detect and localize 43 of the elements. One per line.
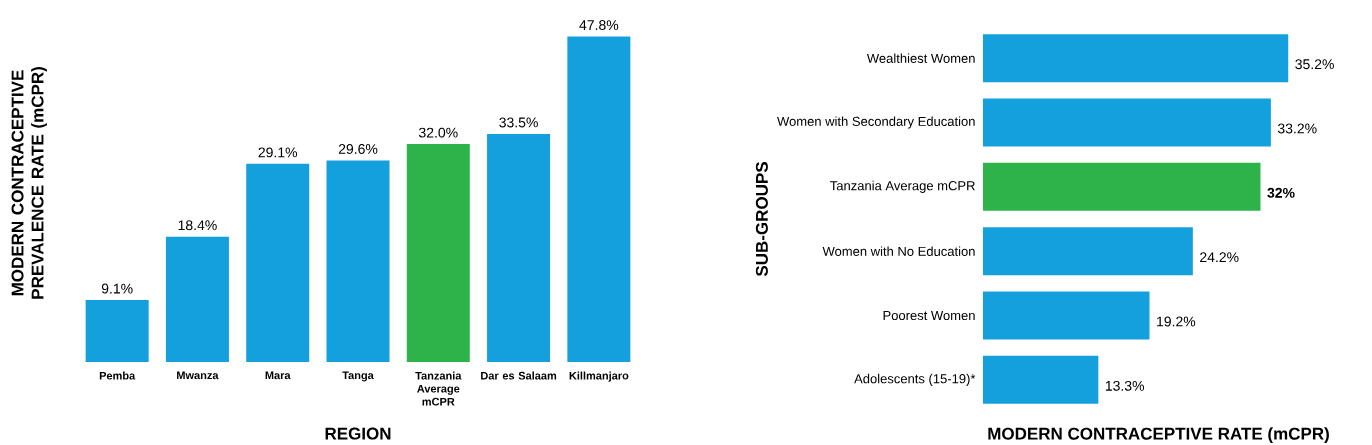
x-axis-title: REGION xyxy=(325,427,391,440)
data-label: 13.3% xyxy=(1105,380,1145,391)
bar xyxy=(85,300,149,362)
data-label: 29.6% xyxy=(338,144,378,154)
data-label: 9.1% xyxy=(101,283,133,294)
data-label: 32.0% xyxy=(418,127,458,138)
data-label: 24.2% xyxy=(1200,252,1239,263)
x-tick-label: Tanzania Average mCPR xyxy=(415,371,462,406)
x-tick-label: Mara xyxy=(265,371,291,380)
x-tick-label: Mwanza xyxy=(177,371,219,380)
data-label: 18.4% xyxy=(178,220,217,231)
y-tick-label: Tanzania Average mCPR xyxy=(830,180,975,193)
y-tick-label: Poorest Women xyxy=(883,310,975,321)
bar xyxy=(983,291,1150,340)
y-tick-label: Women with Secondary Education xyxy=(777,116,975,129)
bar xyxy=(326,160,390,362)
bar xyxy=(567,36,631,362)
y-axis-title: SUB-GROUPS xyxy=(755,162,768,277)
x-tick-label: Killmanjaro xyxy=(569,371,629,382)
bar xyxy=(983,162,1261,211)
bar xyxy=(983,355,1099,404)
y-tick-label: Wealthiest Women xyxy=(866,53,975,63)
bar xyxy=(983,227,1193,276)
x-tick-label: Pemba xyxy=(99,371,136,380)
x-tick-label: Dar es Salaam xyxy=(481,371,557,380)
y-tick-label: Adolescents (15-19)* xyxy=(854,373,976,386)
data-label: 29.1% xyxy=(258,147,298,158)
bar xyxy=(487,133,551,362)
data-label: 33.2% xyxy=(1277,123,1317,134)
bar xyxy=(246,163,310,362)
x-tick-label: Tanga xyxy=(342,371,374,382)
y-tick-label: Women with No Education xyxy=(822,246,975,256)
data-label: 47.8% xyxy=(579,20,619,31)
y-axis-title: MODERN CONTRACEPTIVE PREVALENCE RATE (mCPR) xyxy=(11,67,47,299)
data-label: 19.2% xyxy=(1157,316,1196,327)
data-label: 33.5% xyxy=(499,117,538,128)
bar xyxy=(983,34,1289,83)
x-axis-title: MODERN CONTRACEPTIVE RATE (mCPR) xyxy=(988,427,1329,444)
bar xyxy=(165,236,229,362)
bar xyxy=(983,98,1271,147)
data-label: 35.2% xyxy=(1295,59,1334,70)
data-label: 32% xyxy=(1267,187,1295,198)
bar xyxy=(406,144,470,362)
